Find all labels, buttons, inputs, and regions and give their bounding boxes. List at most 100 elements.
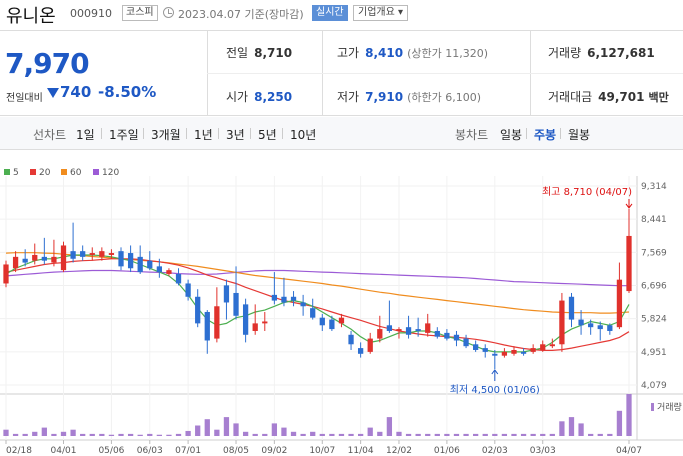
separator xyxy=(143,128,144,139)
prev-close-label: 전일 xyxy=(226,46,249,60)
candle-body xyxy=(22,258,28,263)
volume-bar xyxy=(348,433,354,436)
realtime-button[interactable]: 실시간 xyxy=(312,5,348,21)
x-tick-label: 02/03 xyxy=(482,446,508,456)
x-tick-label: 10/07 xyxy=(309,446,335,456)
candle-body xyxy=(281,296,287,303)
candle-body xyxy=(290,296,297,301)
volume-bar xyxy=(444,433,450,436)
volume-bar xyxy=(626,394,632,436)
volume-bar xyxy=(463,433,469,436)
volume-bar xyxy=(501,433,508,436)
amount-unit: 백만 xyxy=(648,91,669,104)
volume-bar xyxy=(588,433,594,436)
candle-daily[interactable]: 일봉 xyxy=(500,128,523,142)
legend-swatch xyxy=(30,169,36,175)
change-label: 전일대비 xyxy=(6,93,43,104)
low-annotation: 최저 4,500 (01/06) xyxy=(450,384,540,396)
candle-body xyxy=(166,270,172,274)
period-5y[interactable]: 5년 xyxy=(258,128,277,142)
low-arrow-head xyxy=(491,369,499,375)
candle-weekly[interactable]: 주봉 xyxy=(534,128,557,142)
volume-bar xyxy=(51,433,57,436)
plot-area xyxy=(0,178,637,398)
volume-bar xyxy=(262,433,268,436)
volume-bar xyxy=(3,429,9,436)
volume-bar xyxy=(89,433,95,436)
change-amount: 740 xyxy=(60,83,92,101)
amount-stat: 거래대금 49,701 백만 xyxy=(548,88,669,105)
volume-bar xyxy=(425,433,431,436)
separator xyxy=(250,128,251,139)
candle-body xyxy=(338,317,345,324)
candle-body xyxy=(156,266,162,273)
volume-legend-label: 거래량 xyxy=(657,401,682,413)
candle-body xyxy=(300,302,306,307)
candle-body xyxy=(357,348,364,354)
volume-bar xyxy=(41,427,47,436)
market-badge: 코스피 xyxy=(122,5,158,21)
separator xyxy=(560,128,561,139)
candle-body xyxy=(559,300,565,345)
volume-bar xyxy=(357,433,364,436)
volume-bar xyxy=(415,433,421,436)
x-tick-label: 04/01 xyxy=(51,446,77,456)
volume-bar xyxy=(329,433,335,436)
candle-body xyxy=(252,323,258,331)
legend-ma60: 60 xyxy=(61,168,81,178)
candle-body xyxy=(415,329,421,331)
price-summary: 7,970 전일대비 740 -8.50% 전일 8,710 고가 8,410 (상한… xyxy=(0,30,683,116)
candle-body xyxy=(60,245,67,271)
x-tick-label: 06/03 xyxy=(137,446,163,456)
line-chart-label: 선차트 xyxy=(33,128,67,142)
separator xyxy=(101,128,102,139)
y-tick-label: 7,569 xyxy=(641,248,667,258)
period-1d[interactable]: 1일 xyxy=(76,128,95,142)
volume-bar xyxy=(492,433,498,436)
volume-bar xyxy=(568,417,575,436)
candle-body xyxy=(463,338,469,347)
volume-bar xyxy=(166,434,172,436)
period-3m[interactable]: 3개월 xyxy=(151,128,181,142)
volume-stat: 거래량 6,127,681 xyxy=(548,44,655,61)
company-info-dropdown[interactable]: 기업개요 ▾ xyxy=(353,5,408,21)
volume-bar xyxy=(300,433,306,436)
volume-bar xyxy=(118,433,124,436)
candle-monthly[interactable]: 월봉 xyxy=(568,128,591,142)
period-10y[interactable]: 10년 xyxy=(290,128,317,142)
high-price: 고가 8,410 (상한가 11,320) xyxy=(337,44,488,61)
legend-ma120: 120 xyxy=(93,168,119,178)
high-label: 고가 xyxy=(337,46,360,60)
upper-limit: (상한가 11,320) xyxy=(407,47,488,60)
candle-body xyxy=(99,251,105,257)
y-tick-label: 4,079 xyxy=(641,381,667,391)
current-price: 7,970 xyxy=(5,47,90,80)
volume-bar xyxy=(482,433,488,436)
candle-body xyxy=(540,344,546,350)
candle-body xyxy=(501,351,508,356)
volume-bar xyxy=(434,433,440,436)
period-3y[interactable]: 3년 xyxy=(226,128,245,142)
period-1y[interactable]: 1년 xyxy=(194,128,213,142)
x-tick-label: 08/05 xyxy=(223,446,249,456)
candle-body xyxy=(147,260,153,269)
candle-body xyxy=(41,256,47,261)
candle-body xyxy=(597,325,603,330)
stock-header: 유니온 000910 코스피 2023.04.07 기준(장마감) 실시간 기업… xyxy=(0,0,683,30)
separator xyxy=(526,128,527,139)
candle-body xyxy=(377,329,383,339)
candle-body xyxy=(530,348,536,352)
open-price: 시가 8,250 xyxy=(226,88,292,105)
prev-close-value: 8,710 xyxy=(254,46,293,60)
volume-bar xyxy=(386,417,393,436)
volume-bar xyxy=(233,423,239,436)
open-label: 시가 xyxy=(226,90,249,104)
legend-ma5: 5 xyxy=(4,168,19,178)
y-tick-label: 5,824 xyxy=(641,315,667,325)
x-tick-label: 07/01 xyxy=(175,446,201,456)
candle-body xyxy=(32,254,38,261)
ma120-line xyxy=(5,269,629,287)
legend-swatch xyxy=(61,169,67,175)
period-1w[interactable]: 1주일 xyxy=(109,128,139,142)
